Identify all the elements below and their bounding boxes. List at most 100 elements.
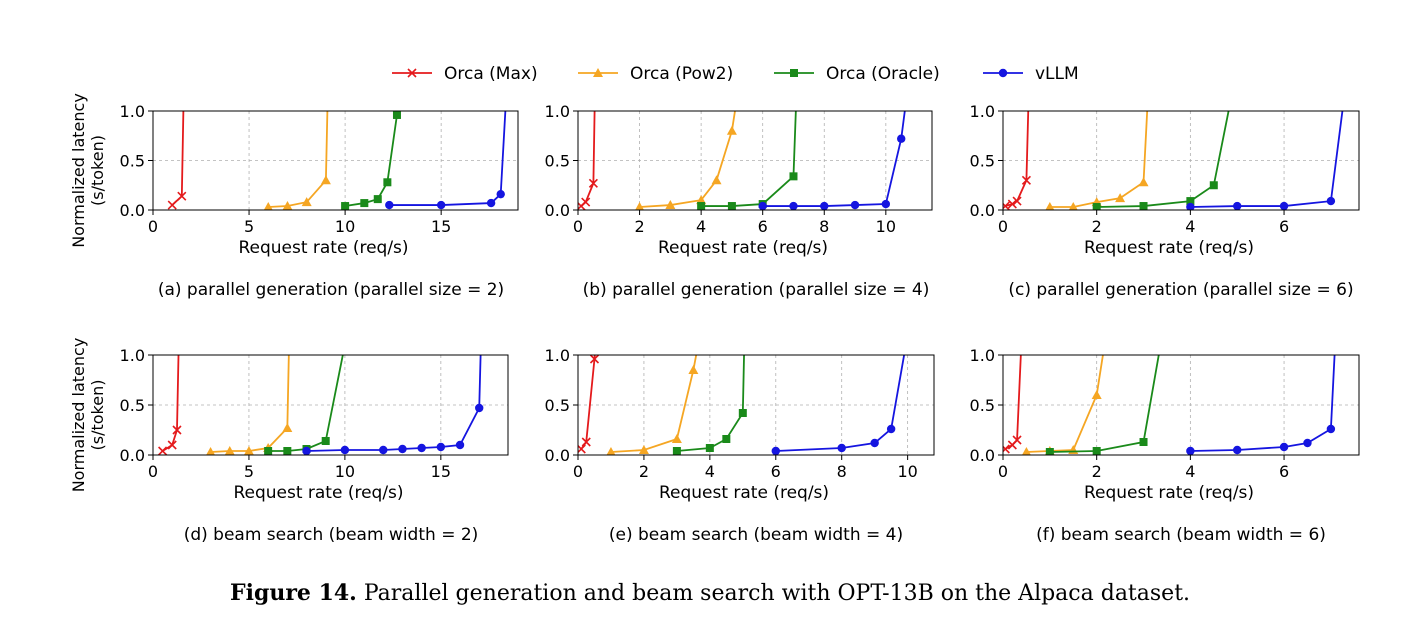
x-axis-label: Request rate (req/s) — [659, 483, 829, 503]
series-group — [578, 355, 906, 455]
data-point-orca-oracle — [1092, 447, 1101, 455]
x-tick-label: 4 — [705, 462, 715, 481]
x-tick-label: 6 — [771, 462, 781, 481]
data-point-vllm — [1326, 424, 1336, 434]
series-line-vllm — [389, 111, 507, 206]
data-point-orca-pow2 — [1115, 193, 1126, 203]
series-line-orca-pow2 — [1049, 111, 1149, 208]
data-point-orca-oracle — [697, 202, 706, 210]
data-point-orca-max — [1003, 444, 1010, 454]
series-group — [158, 355, 484, 455]
legend-marker-vllm — [998, 68, 1008, 78]
data-point-orca-max — [177, 191, 187, 201]
data-point-orca-max — [167, 200, 177, 210]
data-point-vllm — [455, 440, 465, 450]
x-tick-label: 0 — [998, 462, 1008, 481]
series-group — [1003, 111, 1344, 210]
series-group — [578, 111, 906, 210]
x-tick-label: 2 — [1092, 217, 1102, 236]
subplot-caption-d: (d) beam search (beam width = 2) — [184, 525, 479, 545]
series-line-orca-pow2 — [1026, 355, 1104, 453]
y-axis-label: (s/token) — [88, 135, 107, 206]
data-point-vllm — [486, 198, 496, 208]
data-point-orca-max — [1021, 175, 1031, 185]
data-point-orca-max — [588, 178, 598, 188]
y-tick-label: 0.5 — [970, 396, 995, 415]
x-tick-label: 2 — [1092, 462, 1102, 481]
data-point-orca-max — [167, 440, 177, 450]
x-tick-label: 10 — [876, 217, 896, 236]
x-tick-label: 2 — [639, 462, 649, 481]
data-point-orca-pow2 — [726, 125, 737, 135]
panel-b: 0 2 4 6 8 10 0.0 0.5 1.0 Request rate (req/s) (b) … — [545, 102, 933, 300]
y-axis-label: Normalized latency — [69, 93, 88, 248]
data-point-orca-oracle — [738, 409, 747, 417]
legend-label-orca-oracle: Orca (Oracle) — [826, 64, 940, 84]
y-axis-label: (s/token) — [88, 380, 107, 451]
data-point-vllm — [1186, 446, 1195, 455]
series-line-vllm — [306, 355, 482, 452]
panel-a: 0 5 10 15 0.0 0.5 1.0 Request rate (req/s) Norma… — [69, 93, 519, 300]
panel-f: 0 2 4 6 0.0 0.5 1.0 Request rate (req/s) (f) bea… — [970, 346, 1360, 545]
series-line-orca-pow2 — [610, 355, 698, 453]
data-point-orca-oracle — [705, 444, 714, 452]
series-line-orca-max — [580, 111, 596, 207]
x-tick-label: 15 — [431, 217, 451, 236]
data-point-orca-max — [581, 437, 591, 447]
y-tick-label: 0.0 — [120, 446, 145, 465]
data-point-orca-pow2 — [282, 201, 293, 210]
series-line-orca-oracle — [701, 111, 797, 207]
legend-entry-vllm: vLLM — [983, 64, 1079, 84]
data-point-orca-pow2 — [320, 175, 331, 185]
data-point-vllm — [881, 199, 891, 209]
figure-caption-text: Parallel generation and beam search with… — [363, 581, 1191, 606]
series-line-vllm — [1190, 111, 1344, 208]
legend-label-orca-max: Orca (Max) — [444, 64, 538, 84]
data-point-orca-pow2 — [301, 197, 312, 207]
data-point-vllm — [789, 201, 798, 210]
data-point-orca-pow2 — [638, 445, 649, 454]
legend-marker-orca-oracle — [790, 69, 798, 77]
y-tick-label: 0.0 — [545, 201, 570, 220]
data-point-orca-pow2 — [606, 447, 616, 455]
x-tick-label: 6 — [1279, 462, 1289, 481]
series-line-orca-max — [1004, 355, 1022, 450]
x-axis-label: Request rate (req/s) — [238, 238, 408, 258]
data-point-orca-pow2 — [224, 446, 235, 455]
data-point-orca-oracle — [383, 178, 392, 187]
figure-caption: Figure 14. Parallel generation and beam … — [0, 580, 1420, 606]
data-point-orca-max — [1003, 201, 1010, 210]
y-tick-label: 0.0 — [545, 446, 570, 465]
figure-label: Figure 14. — [229, 580, 357, 606]
data-point-vllm — [1233, 445, 1242, 455]
legend-entry-orca-max: Orca (Max) — [392, 64, 538, 84]
x-tick-label: 8 — [819, 217, 829, 236]
data-point-orca-oracle — [1045, 448, 1054, 455]
legend-entry-orca-oracle: Orca (Oracle) — [774, 64, 940, 84]
y-tick-label: 0.0 — [970, 446, 995, 465]
data-point-vllm — [436, 200, 446, 210]
series-group — [1003, 355, 1336, 455]
legend: Orca (Max) Orca (Pow2) Orca (Oracle) vLLM — [392, 64, 1079, 84]
data-point-orca-oracle — [360, 199, 369, 208]
series-line-orca-max — [1005, 111, 1030, 207]
data-point-orca-oracle — [1139, 438, 1148, 446]
data-point-orca-oracle — [672, 447, 681, 455]
x-tick-label: 0 — [573, 217, 583, 236]
data-point-vllm — [379, 445, 388, 455]
data-point-vllm — [1279, 442, 1289, 452]
y-tick-label: 1.0 — [970, 346, 995, 365]
data-point-orca-oracle — [373, 195, 382, 204]
y-tick-label: 0.5 — [120, 396, 145, 415]
data-point-vllm — [1233, 201, 1242, 210]
x-tick-label: 5 — [244, 217, 254, 236]
x-tick-label: 10 — [897, 462, 917, 481]
data-point-vllm — [1303, 438, 1312, 448]
data-point-orca-pow2 — [635, 202, 644, 210]
data-point-orca-oracle — [283, 447, 292, 455]
data-point-vllm — [475, 403, 484, 413]
x-tick-label: 8 — [837, 462, 847, 481]
x-tick-label: 5 — [244, 462, 254, 481]
x-tick-label: 6 — [1279, 217, 1289, 236]
data-point-orca-pow2 — [1045, 202, 1055, 210]
